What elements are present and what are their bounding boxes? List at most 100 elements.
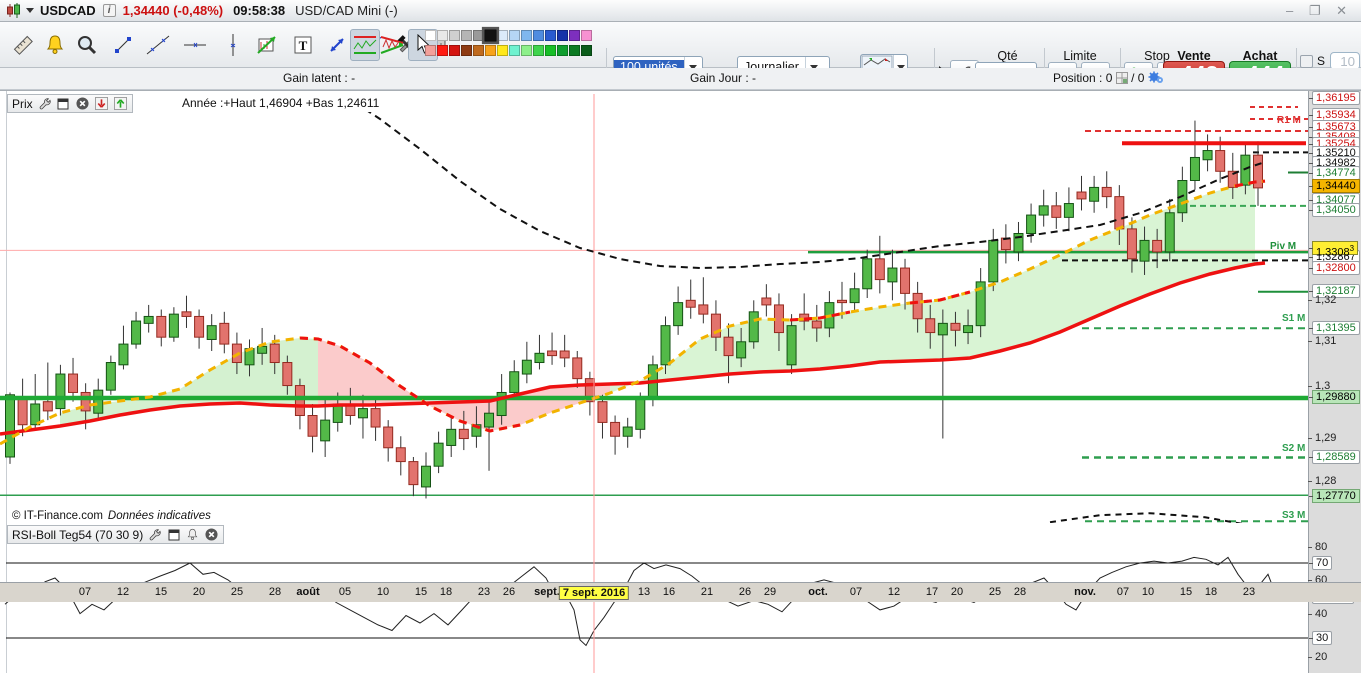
date-label: 07 bbox=[1116, 586, 1130, 598]
linechart-mode-button[interactable] bbox=[350, 29, 380, 61]
info-icon[interactable]: i bbox=[102, 4, 116, 17]
axis-label: 1,28589 bbox=[1309, 450, 1360, 464]
ruler-tool-button[interactable] bbox=[8, 29, 38, 61]
window-icon[interactable] bbox=[56, 96, 71, 111]
rsi-pane-title: RSI-Boll Teg54 (70 30 9) bbox=[12, 527, 144, 542]
price-pane-header: Prix bbox=[7, 94, 133, 113]
position-info: Position : 0 / 0 bbox=[1053, 71, 1164, 85]
move-tool-button[interactable] bbox=[322, 29, 352, 61]
color-swatch[interactable] bbox=[481, 26, 500, 45]
level-label-piv-m: Piv M bbox=[1270, 241, 1297, 252]
text-icon: T bbox=[294, 36, 312, 54]
color-swatch[interactable] bbox=[497, 30, 508, 41]
color-swatch[interactable] bbox=[509, 30, 520, 41]
segment-tool-button[interactable] bbox=[108, 29, 138, 61]
text-tool-button[interactable]: T bbox=[288, 29, 318, 61]
gain-latent: Gain latent : - bbox=[283, 71, 356, 85]
pattern-mode-button[interactable] bbox=[378, 29, 408, 61]
color-swatch[interactable] bbox=[581, 45, 592, 56]
date-label: 16 bbox=[662, 586, 676, 598]
rsi-pane-header: RSI-Boll Teg54 (70 30 9) bbox=[7, 525, 225, 544]
month-label: oct. bbox=[808, 586, 828, 598]
color-swatch[interactable] bbox=[521, 45, 532, 56]
date-label: 25 bbox=[230, 586, 244, 598]
date-label: 20 bbox=[950, 586, 964, 598]
arrow-up-icon[interactable] bbox=[113, 96, 128, 111]
horizontal-line-tool-button[interactable] bbox=[180, 29, 210, 61]
color-swatch[interactable] bbox=[569, 30, 580, 41]
color-swatch[interactable] bbox=[569, 45, 580, 56]
date-label: 18 bbox=[439, 586, 453, 598]
close-button[interactable]: ✕ bbox=[1336, 3, 1353, 18]
chart-region: Prix Année :+Haut 1,46904 +Bas 1,24611 ©… bbox=[0, 90, 1361, 673]
level-label-s3-m: S3 M bbox=[1282, 510, 1306, 521]
wrench-icon[interactable] bbox=[37, 96, 52, 111]
date-label: 07 bbox=[78, 586, 92, 598]
date-label: 21 bbox=[700, 586, 714, 598]
zoom-tool-button[interactable] bbox=[72, 29, 102, 61]
color-swatch[interactable] bbox=[449, 30, 460, 41]
symbol-dropdown-icon[interactable] bbox=[26, 8, 34, 13]
color-swatch[interactable] bbox=[437, 45, 448, 56]
axis-label: 40 bbox=[1307, 608, 1330, 622]
date-label: 23 bbox=[477, 586, 491, 598]
color-swatch[interactable] bbox=[557, 45, 568, 56]
vertical-line-tool-button[interactable] bbox=[218, 29, 248, 61]
pattern-icon bbox=[380, 36, 404, 54]
month-label: août bbox=[296, 586, 320, 598]
instrument-name: USD/CAD Mini (-) bbox=[295, 3, 398, 18]
color-swatch[interactable] bbox=[437, 30, 448, 41]
level-label-r1-m: R1 M bbox=[1277, 115, 1301, 126]
color-swatch[interactable] bbox=[557, 30, 568, 41]
color-swatch[interactable] bbox=[473, 30, 484, 41]
minimize-button[interactable]: – bbox=[1285, 3, 1300, 18]
chevron-down-icon[interactable] bbox=[804, 57, 823, 77]
color-swatch[interactable] bbox=[533, 30, 544, 41]
wrench-icon[interactable] bbox=[147, 527, 162, 542]
color-swatch[interactable] bbox=[545, 30, 556, 41]
axis-label: 1,32 bbox=[1307, 294, 1339, 308]
alert-tool-button[interactable] bbox=[40, 29, 70, 61]
selected-date-label: 7 sept. 2016 bbox=[558, 586, 630, 600]
axis-label: 1,35934 bbox=[1309, 108, 1360, 122]
stop-attach-checkbox[interactable] bbox=[1300, 54, 1313, 68]
bell-icon[interactable] bbox=[185, 527, 200, 542]
restore-button[interactable]: ❐ bbox=[1308, 3, 1327, 18]
gain-latent-value: - bbox=[351, 71, 356, 85]
axis-label: 1,28 bbox=[1307, 475, 1339, 489]
title-bar: USDCAD i 1,34440 (-0,48%) 09:58:38 USD/C… bbox=[0, 0, 1361, 22]
rsi-chart[interactable] bbox=[0, 523, 1308, 673]
arrow-down-icon[interactable] bbox=[94, 96, 109, 111]
trendline-tool-button[interactable] bbox=[143, 29, 173, 61]
forecast-tool-button[interactable] bbox=[252, 29, 282, 61]
position-grid-icon[interactable] bbox=[1115, 72, 1128, 84]
color-swatch[interactable] bbox=[497, 45, 508, 56]
linechart-icon bbox=[353, 36, 377, 54]
gain-jour: Gain Jour : - bbox=[690, 71, 757, 85]
color-swatch[interactable] bbox=[461, 45, 472, 56]
color-swatch[interactable] bbox=[545, 45, 556, 56]
gears-icon[interactable] bbox=[1148, 71, 1164, 84]
chevron-down-icon[interactable] bbox=[683, 57, 702, 77]
magnifier-icon bbox=[78, 36, 97, 55]
color-swatch[interactable] bbox=[449, 45, 460, 56]
horizontal-line-icon bbox=[184, 42, 206, 48]
window-icon[interactable] bbox=[166, 527, 181, 542]
color-swatch[interactable] bbox=[425, 30, 436, 41]
price-axis[interactable]: 1,361951,359341,356731,354081,352541,352… bbox=[1307, 91, 1361, 673]
date-label: 26 bbox=[738, 586, 752, 598]
copyright-note: Données indicatives bbox=[107, 510, 211, 522]
color-swatch[interactable] bbox=[473, 45, 484, 56]
date-label: 26 bbox=[502, 586, 516, 598]
color-swatch[interactable] bbox=[425, 45, 436, 56]
color-swatch[interactable] bbox=[521, 30, 532, 41]
price-chart[interactable] bbox=[0, 91, 1308, 523]
close-icon[interactable] bbox=[204, 527, 219, 542]
time-axis[interactable]: 07 12 15 20 25 28 août 05 10 15 18 23 26 sept. 7 sept.… bbox=[0, 582, 1361, 602]
close-icon[interactable] bbox=[75, 96, 90, 111]
color-swatch[interactable] bbox=[509, 45, 520, 56]
color-swatch[interactable] bbox=[461, 30, 472, 41]
color-swatch[interactable] bbox=[485, 45, 496, 56]
color-swatch[interactable] bbox=[533, 45, 544, 56]
color-swatch[interactable] bbox=[581, 30, 592, 41]
